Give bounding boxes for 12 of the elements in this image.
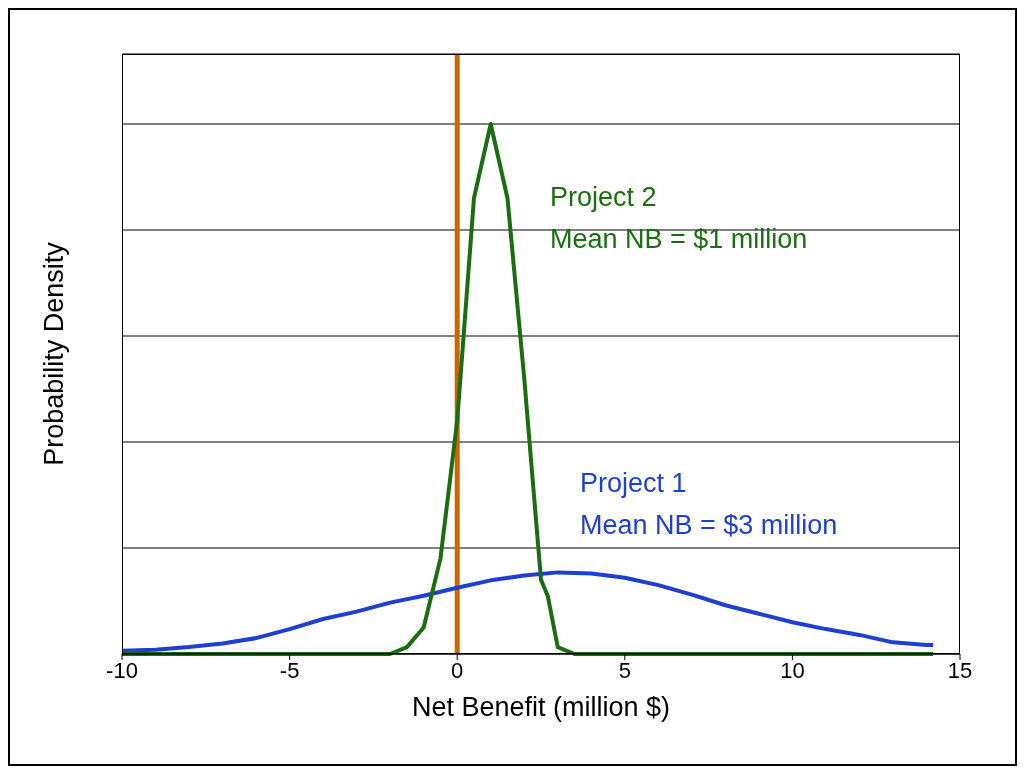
x-axis-title: Net Benefit (million $) (411, 692, 671, 722)
x-tick-label: 15 (947, 657, 973, 683)
x-tick-label: -5 (279, 657, 300, 683)
x-tick-label: 0 (451, 657, 464, 683)
x-tick-label: 10 (780, 657, 805, 683)
text: Project 1 (580, 467, 688, 500)
annotation: Mean NB = $3 million (580, 509, 838, 542)
y-axis-title: Probability Density (38, 242, 70, 466)
x-tick-label: -10 (106, 657, 138, 683)
series-label: Project 2 (550, 181, 658, 214)
x-tick-label: 5 (618, 657, 631, 683)
annotation: Mean NB = $1 million (550, 223, 808, 256)
